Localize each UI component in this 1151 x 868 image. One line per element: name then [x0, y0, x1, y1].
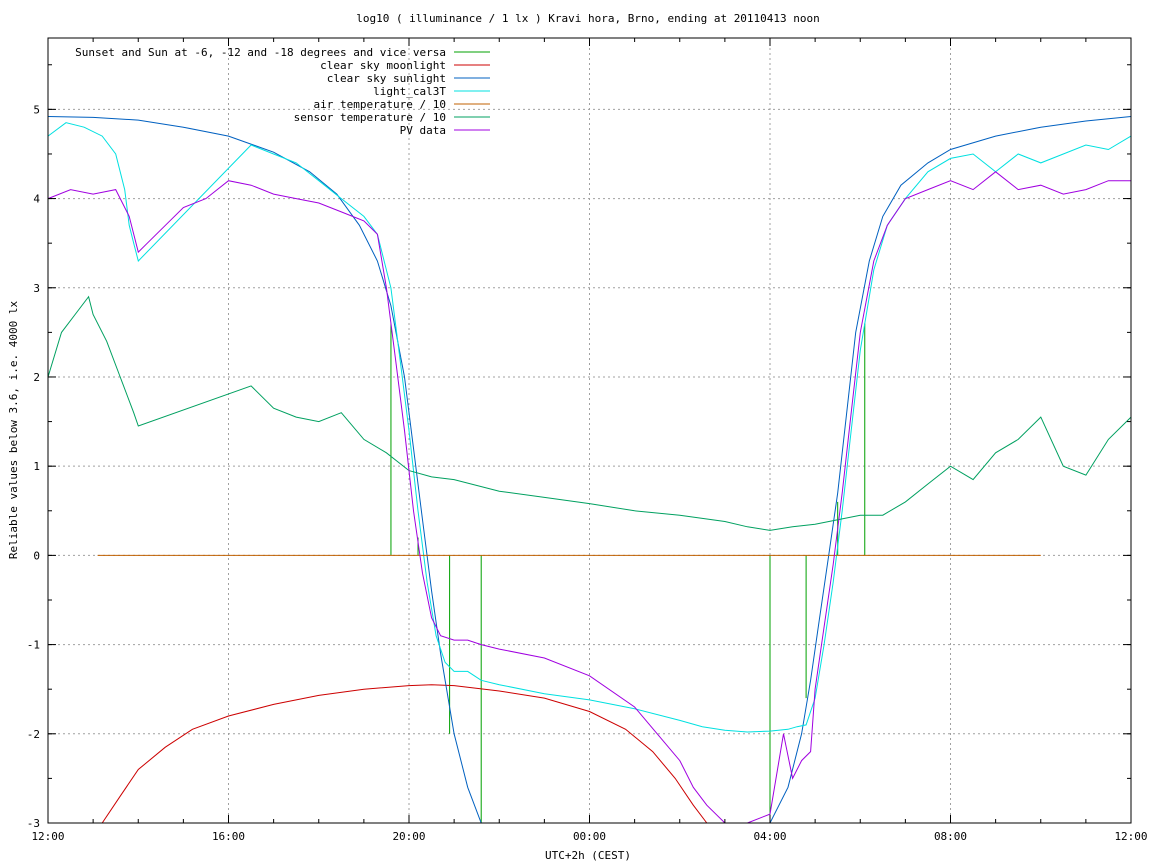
x-tick-label: 20:00	[392, 830, 425, 843]
legend-label: clear sky sunlight	[327, 72, 446, 85]
x-tick-label: 16:00	[212, 830, 245, 843]
legend-label: clear sky moonlight	[320, 59, 446, 72]
y-tick-label: 1	[33, 460, 40, 473]
x-tick-label: 08:00	[934, 830, 967, 843]
x-tick-label: 12:00	[31, 830, 64, 843]
y-tick-label: 4	[33, 193, 40, 206]
series-line-5	[47, 295, 1132, 531]
legend-label: light_cal3T	[373, 85, 446, 98]
x-axis-label: UTC+2h (CEST)	[545, 849, 631, 862]
y-tick-label: 0	[33, 549, 40, 562]
x-tick-label: 12:00	[1114, 830, 1147, 843]
series-line-3	[47, 122, 1132, 733]
series-line-1	[101, 684, 708, 824]
plot-frame	[47, 37, 1132, 824]
y-tick-label: -2	[27, 728, 40, 741]
series-line-6	[47, 171, 1131, 824]
y-tick-label: 3	[33, 282, 40, 295]
chart-title: log10 ( illuminance / 1 lx ) Kravi hora,…	[356, 12, 820, 25]
legend-label: Sunset and Sun at -6, -12 and -18 degree…	[75, 46, 446, 59]
y-tick-label: 2	[33, 371, 40, 384]
y-axis-label: Reliable values below 3.6, i.e. 4000 lx	[7, 300, 20, 559]
axis-ticks: 12:00 16:00 20:00 00:00 04:00 08:00 12:00-3-2-…	[27, 38, 1148, 843]
y-tick-label: -1	[27, 639, 40, 652]
legend: Sunset and Sun at -6, -12 and -18 degree…	[75, 46, 490, 137]
legend-label: PV data	[400, 124, 446, 137]
y-tick-label: 5	[33, 103, 40, 116]
x-tick-label: 04:00	[753, 830, 786, 843]
legend-label: air temperature / 10	[314, 98, 446, 111]
legend-label: sensor temperature / 10	[294, 111, 446, 124]
grid	[48, 38, 1131, 823]
x-tick-label: 00:00	[573, 830, 606, 843]
y-tick-label: -3	[27, 817, 40, 830]
